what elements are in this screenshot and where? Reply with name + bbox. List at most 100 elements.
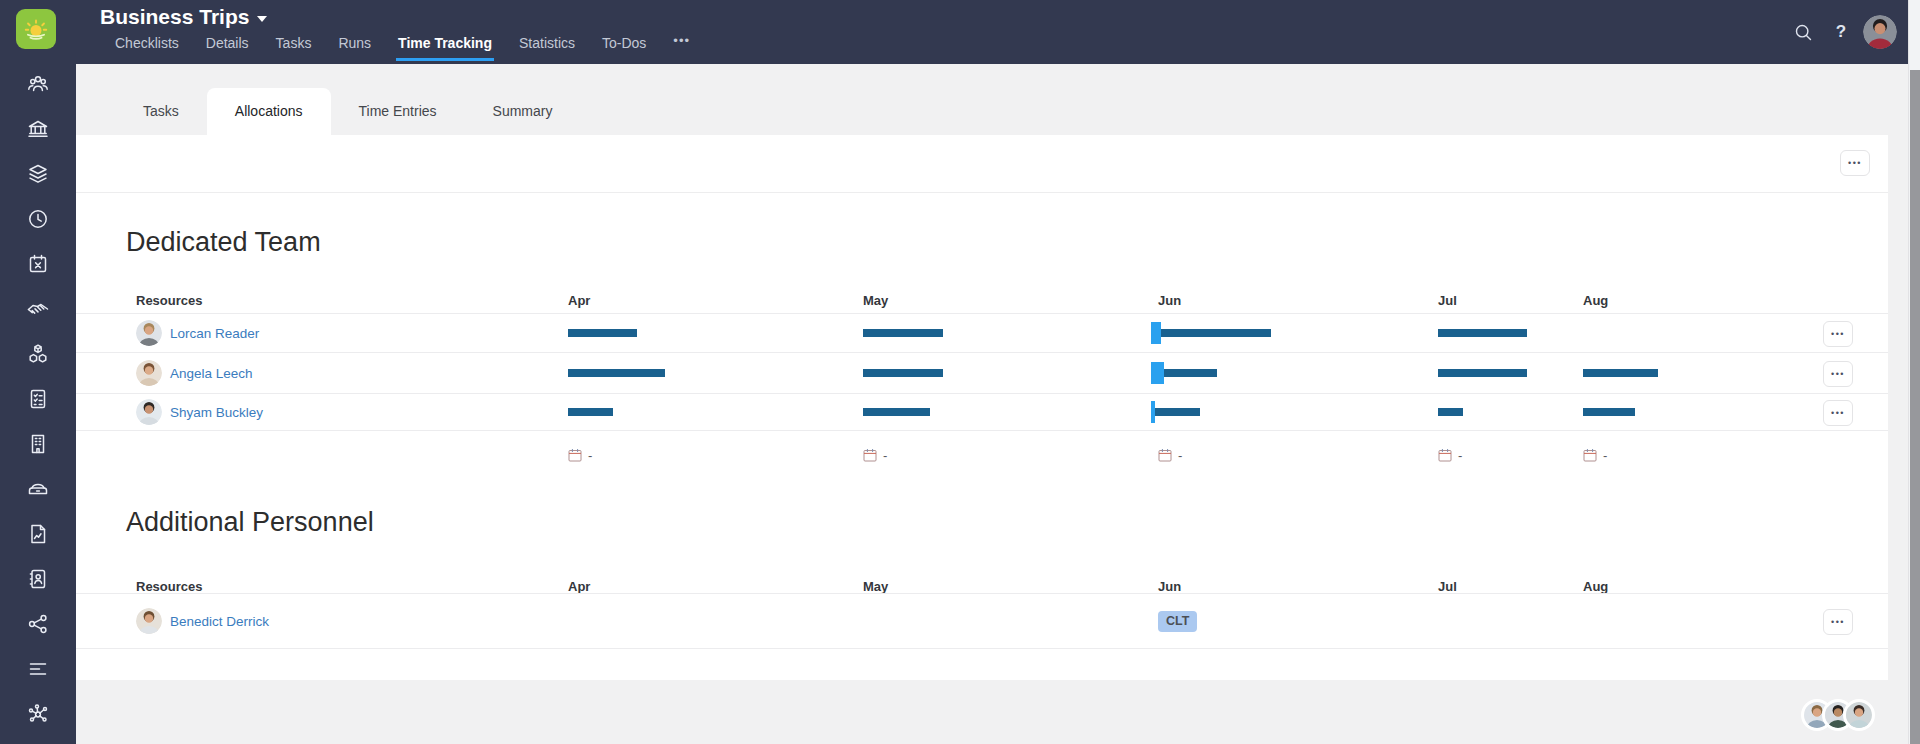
calendar-icon [1438,448,1452,462]
tab-allocations[interactable]: Allocations [207,88,331,135]
resource-name-link[interactable]: Shyam Buckley [170,405,263,420]
avatar[interactable] [1843,699,1875,731]
building-icon [26,432,50,456]
today-marker [1151,322,1161,344]
calendar-icon [568,448,582,462]
totals-row: - - - - - [76,431,1888,479]
allocation-bar[interactable] [1164,369,1217,377]
sidebar-item-bank[interactable] [25,117,51,141]
dedicated-team-header: Resources Apr May Jun Jul Aug [76,290,1888,310]
avatar [136,608,162,634]
table-row: Benedict Derrick CLT ••• [76,593,1888,649]
row-more-button[interactable]: ••• [1823,609,1853,635]
layers-icon [26,162,50,186]
sidebar-item-fleet[interactable] [25,477,51,501]
sidebar-item-company[interactable] [25,432,51,456]
allocation-bar[interactable] [863,408,930,416]
address-book-icon [26,567,50,591]
search-button[interactable] [1786,0,1820,64]
allocation-bar[interactable] [1161,329,1271,337]
column-jul: Jul [1438,290,1457,310]
resource-name-link[interactable]: Angela Leech [170,366,253,381]
app-window: Business Trips Checklists Details Tasks … [0,0,1920,744]
sidebar-item-contacts[interactable] [25,567,51,591]
avatar [136,320,162,346]
calendar-icon [1158,448,1172,462]
share-icon [26,612,50,636]
allocations-panel: ••• Dedicated Team Resources Apr May Jun… [76,135,1888,680]
allocation-bar[interactable] [1438,329,1527,337]
nav-item-tasks[interactable]: Tasks [276,33,312,61]
row-more-button[interactable]: ••• [1823,400,1853,426]
current-user-avatar[interactable] [1863,15,1897,49]
row-more-button[interactable]: ••• [1823,361,1853,387]
total-value: - [1603,448,1607,463]
topbar: Business Trips Checklists Details Tasks … [0,0,1920,64]
sidebar-item-absences[interactable] [25,252,51,276]
tab-time-entries[interactable]: Time Entries [331,88,465,135]
help-button[interactable]: ? [1828,0,1854,64]
row-more-button[interactable]: ••• [1823,321,1853,347]
allocation-bar[interactable] [1583,408,1635,416]
sidebar-item-modules[interactable] [25,342,51,366]
scrollbar-thumb[interactable] [1910,70,1920,744]
report-file-icon [26,522,50,546]
online-users [1812,699,1875,731]
resource-name-link[interactable]: Benedict Derrick [170,614,269,629]
time-tracking-tabbar: Tasks Allocations Time Entries Summary [76,64,1920,135]
sidebar-item-time[interactable] [25,207,51,231]
network-icon [26,702,50,726]
section-title-dedicated-team: Dedicated Team [126,227,321,258]
allocation-bar[interactable] [863,369,943,377]
total-value: - [1458,448,1462,463]
allocation-bar[interactable] [1438,408,1463,416]
nav-item-checklists[interactable]: Checklists [115,33,179,61]
panel-more-button[interactable]: ••• [1840,150,1870,176]
sidebar-item-layers[interactable] [25,162,51,186]
nav-more-button[interactable]: ••• [673,33,690,58]
total-value: - [588,448,592,463]
allocation-bar[interactable] [1583,369,1658,377]
resource-name-link[interactable]: Lorcan Reader [170,326,259,341]
sidebar-item-checklists[interactable] [25,387,51,411]
car-icon [26,477,50,501]
sidebar-item-integrations[interactable] [25,702,51,726]
cubes-icon [26,342,50,366]
tab-tasks[interactable]: Tasks [115,88,207,135]
nav-item-todos[interactable]: To-Dos [602,33,646,61]
nav-item-details[interactable]: Details [206,33,249,61]
checklist-icon [26,387,50,411]
scrollbar-track[interactable] [1908,0,1920,744]
column-resources: Resources [136,290,202,310]
project-title-dropdown[interactable]: Business Trips [100,5,267,29]
today-marker [1151,362,1164,384]
nav-item-runs[interactable]: Runs [338,33,371,61]
avatar [136,360,162,386]
nav-item-statistics[interactable]: Statistics [519,33,575,61]
toolbar-divider [76,192,1888,193]
avatar [1863,15,1897,49]
allocation-bar[interactable] [568,369,665,377]
column-aug: Aug [1583,290,1608,310]
allocation-bar[interactable] [1438,369,1527,377]
sidebar-item-reports[interactable] [25,522,51,546]
allocation-badge[interactable]: CLT [1158,611,1197,632]
project-title: Business Trips [100,5,249,29]
sidebar-item-share[interactable] [25,612,51,636]
table-row: Lorcan Reader ••• [76,313,1888,353]
table-row: Shyam Buckley ••• [76,394,1888,431]
tab-summary[interactable]: Summary [465,88,581,135]
sidebar-item-team[interactable] [25,72,51,96]
workspace-logo[interactable] [16,9,56,49]
nav-item-time-tracking[interactable]: Time Tracking [398,33,492,61]
allocation-bar[interactable] [568,329,637,337]
allocation-bar[interactable] [568,408,613,416]
allocation-bar[interactable] [1155,408,1200,416]
help-icon: ? [1836,22,1846,42]
calendar-icon [1583,448,1597,462]
project-nav: Checklists Details Tasks Runs Time Track… [115,33,690,64]
sidebar-item-deals[interactable] [25,297,51,321]
sidebar-item-logs[interactable] [25,657,51,681]
clock-icon [26,207,50,231]
allocation-bar[interactable] [863,329,943,337]
